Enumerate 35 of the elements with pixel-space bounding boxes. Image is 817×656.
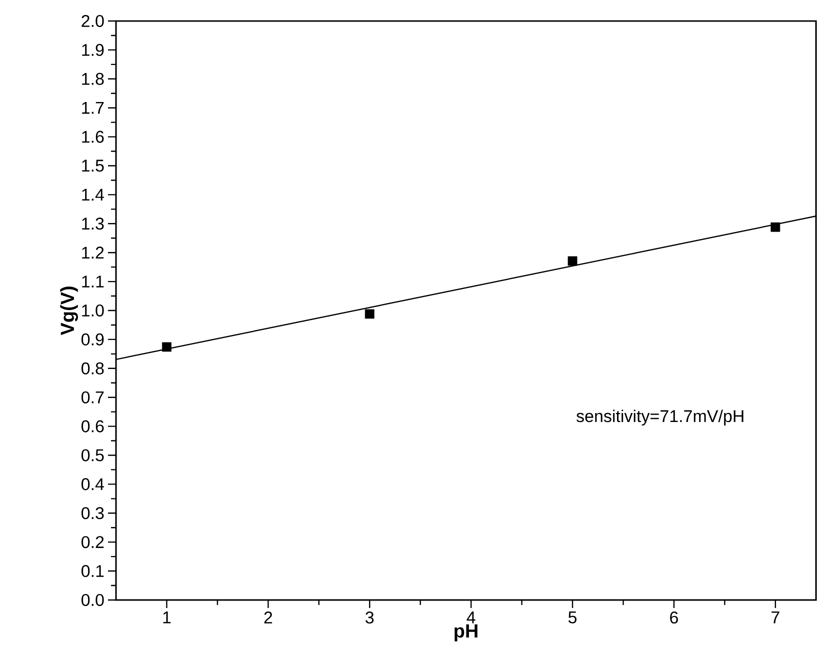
y-tick-label: 1.4 bbox=[82, 188, 104, 201]
x-tick-label: 4 bbox=[466, 612, 476, 624]
y-tick-label: 0.8 bbox=[82, 362, 104, 374]
y-tick-label: 1.2 bbox=[82, 246, 104, 259]
y-tick-label: 0.9 bbox=[82, 333, 104, 346]
y-tick-label: 0.6 bbox=[82, 420, 104, 432]
point bbox=[568, 256, 578, 266]
x-axis-title: pH bbox=[454, 624, 478, 642]
y-tick-label: 2.0 bbox=[82, 14, 104, 28]
x-tick-label: 7 bbox=[772, 612, 780, 624]
y-tick-label: 0.2 bbox=[82, 536, 104, 548]
y-tick-label: 1.1 bbox=[82, 276, 104, 288]
y-tick-label: 1.3 bbox=[82, 218, 104, 230]
y-tick-label: 0.0 bbox=[82, 594, 104, 606]
y-tick-label: 1.5 bbox=[82, 160, 104, 172]
y-tick-label: 0.4 bbox=[82, 478, 104, 490]
x-tick-label: 5 bbox=[568, 612, 577, 624]
point bbox=[770, 222, 780, 232]
point bbox=[364, 309, 374, 319]
x-tick-label: 3 bbox=[366, 612, 374, 624]
y-tick-label: 1.7 bbox=[82, 102, 104, 114]
point bbox=[162, 342, 172, 352]
y-tick-label: 0.7 bbox=[82, 391, 104, 404]
y-tick-label: 1.6 bbox=[82, 130, 104, 143]
x-tick-label: 1 bbox=[163, 612, 171, 624]
y-tick-label: 1.8 bbox=[82, 72, 104, 85]
x-tick-label: 6 bbox=[670, 612, 678, 624]
y-tick-label: 1.9 bbox=[82, 44, 104, 56]
y-tick-label: 0.1 bbox=[82, 565, 104, 578]
y-tick-label: 0.3 bbox=[82, 507, 104, 520]
y-axis-title: Vg(V) bbox=[60, 286, 78, 336]
x-tick-label: 2 bbox=[264, 612, 272, 624]
y-tick-label: 1.0 bbox=[82, 304, 104, 317]
annotation: sensitivity=71.7mV/pH bbox=[576, 410, 744, 426]
y-tick-label: 0.5 bbox=[82, 449, 104, 462]
